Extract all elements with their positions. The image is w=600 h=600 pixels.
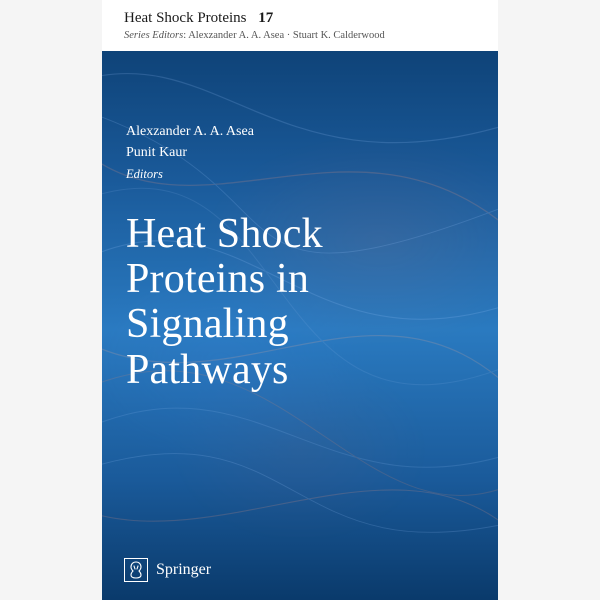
title-line-4: Pathways	[126, 348, 474, 393]
series-name: Heat Shock Proteins	[124, 10, 246, 26]
title-line-1: Heat Shock	[126, 212, 474, 257]
book-title: Heat Shock Proteins in Signaling Pathway…	[126, 212, 474, 393]
springer-logo-icon	[124, 558, 148, 582]
editors-role: Editors	[126, 165, 474, 184]
series-editors-names: Alexzander A. A. Asea · Stuart K. Calder…	[188, 30, 385, 41]
series-header-bar: Heat Shock Proteins 17 Series Editors: A…	[102, 0, 498, 51]
book-cover: Heat Shock Proteins 17 Series Editors: A…	[102, 0, 498, 600]
series-editors-line: Series Editors: Alexzander A. A. Asea · …	[124, 30, 476, 41]
series-editors-label: Series Editors	[124, 30, 183, 41]
title-line-2: Proteins in	[126, 257, 474, 302]
title-line-3: Signaling	[126, 302, 474, 347]
editor-name-1: Alexzander A. A. Asea	[126, 121, 474, 142]
cover-content: Alexzander A. A. Asea Punit Kaur Editors…	[102, 51, 498, 600]
publisher-name: Springer	[156, 561, 211, 579]
publisher-block: Springer	[124, 558, 211, 582]
series-volume: 17	[258, 10, 273, 26]
editor-name-2: Punit Kaur	[126, 142, 474, 163]
book-editors-block: Alexzander A. A. Asea Punit Kaur Editors	[126, 121, 474, 184]
series-title-line: Heat Shock Proteins 17	[124, 10, 476, 27]
